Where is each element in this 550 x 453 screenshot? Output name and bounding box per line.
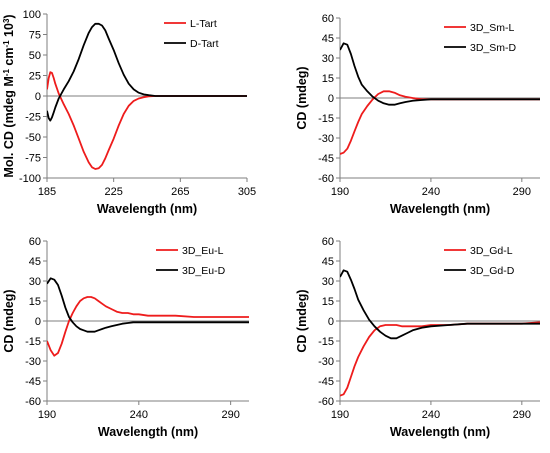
- y-tick-label: 15: [29, 296, 41, 308]
- legend-label: 3D_Eu-L: [182, 245, 224, 257]
- x-tick-label: 290: [221, 409, 239, 421]
- x-axis-label: Wavelength (nm): [98, 425, 198, 439]
- y-axis-label: CD (mdeg): [295, 289, 309, 352]
- series-line-d-tart: [47, 22, 247, 122]
- y-tick-label: 30: [322, 276, 334, 288]
- chart-panel-b: -60 -45 -30 -15 0 15 30 45 60 190 240 290 Wavelength…: [295, 13, 540, 216]
- series-line-3d_eu-l: [47, 296, 249, 357]
- y-tick-label: -100: [19, 173, 41, 185]
- legend-label: 3D_Eu-D: [182, 265, 226, 277]
- legend-label: 3D_Sm-L: [470, 22, 515, 34]
- y-tick-label: 0: [328, 93, 334, 105]
- y-tick-label: 50: [29, 50, 41, 62]
- y-tick-label: -60: [318, 396, 334, 408]
- x-axis-label: Wavelength (nm): [97, 202, 197, 216]
- x-tick-label: 240: [422, 409, 440, 421]
- y-tick-label: 45: [322, 33, 334, 45]
- y-axis-label: Mol. CD (mdeg M-1 cm-1 103): [2, 14, 16, 177]
- y-tick-label: 30: [322, 53, 334, 65]
- series-line-3d_gd-l: [340, 321, 540, 397]
- y-tick-label: -15: [318, 113, 334, 125]
- y-tick-label: 0: [35, 316, 41, 328]
- y-tick-label: -50: [25, 132, 41, 144]
- legend-label: 3D_Sm-D: [470, 42, 517, 54]
- x-tick-label: 240: [130, 409, 148, 421]
- y-tick-label: -60: [25, 396, 41, 408]
- legend-label: 3D_Gd-D: [470, 265, 515, 277]
- y-tick-label: -45: [318, 153, 334, 165]
- x-tick-label: 190: [331, 409, 349, 421]
- x-axis-label: Wavelength (nm): [390, 425, 490, 439]
- chart-panel-a: -100 -75 -50 -25 0 25 50 75 100 185 225 265 305 Wavel…: [2, 9, 256, 216]
- y-tick-label: -30: [25, 356, 41, 368]
- y-tick-label: 25: [29, 71, 41, 83]
- y-tick-label: 30: [29, 276, 41, 288]
- x-tick-label: 190: [38, 409, 56, 421]
- y-tick-label: 45: [29, 256, 41, 268]
- x-tick-label: 185: [38, 186, 56, 198]
- x-tick-label: 290: [513, 409, 531, 421]
- y-tick-label: 60: [29, 236, 41, 248]
- y-tick-label: -45: [25, 376, 41, 388]
- x-tick-label: 240: [422, 186, 440, 198]
- y-axis-label: CD (mdeg): [295, 66, 309, 129]
- y-tick-label: -25: [25, 112, 41, 124]
- x-tick-label: 225: [104, 186, 122, 198]
- y-tick-label: 75: [29, 30, 41, 42]
- y-tick-label: -15: [25, 336, 41, 348]
- y-tick-label: -30: [318, 133, 334, 145]
- y-tick-label: 0: [328, 316, 334, 328]
- y-tick-label: 100: [23, 9, 41, 21]
- x-tick-label: 265: [171, 186, 189, 198]
- y-tick-label: -75: [25, 153, 41, 165]
- y-tick-label: 60: [322, 13, 334, 25]
- chart-panel-c: -60 -45 -30 -15 0 15 30 45 60 190 240 290 Wavelength…: [2, 236, 249, 439]
- legend-label: L-Tart: [190, 18, 217, 30]
- series-line-3d_gd-d: [340, 269, 540, 340]
- y-tick-label: 60: [322, 236, 334, 248]
- legend-label: D-Tart: [190, 38, 219, 50]
- x-tick-label: 190: [331, 186, 349, 198]
- y-tick-label: 15: [322, 296, 334, 308]
- y-tick-label: -45: [318, 376, 334, 388]
- series-line-3d_sm-d: [340, 42, 540, 106]
- chart-panel-d: -60 -45 -30 -15 0 15 30 45 60 190 240 290 Wavelength…: [295, 236, 540, 439]
- series-line-3d_sm-l: [340, 90, 540, 155]
- y-tick-label: 0: [35, 91, 41, 103]
- y-tick-label: -15: [318, 336, 334, 348]
- series-line-l-tart: [47, 71, 247, 170]
- y-tick-label: 15: [322, 73, 334, 85]
- x-tick-label: 305: [238, 186, 256, 198]
- x-tick-label: 290: [513, 186, 531, 198]
- y-tick-label: -30: [318, 356, 334, 368]
- series-line-3d_eu-d: [47, 277, 249, 333]
- y-tick-label: -60: [318, 173, 334, 185]
- y-axis-label: CD (mdeg): [2, 289, 16, 352]
- x-axis-label: Wavelength (nm): [390, 202, 490, 216]
- legend-label: 3D_Gd-L: [470, 245, 513, 257]
- y-tick-label: 45: [322, 256, 334, 268]
